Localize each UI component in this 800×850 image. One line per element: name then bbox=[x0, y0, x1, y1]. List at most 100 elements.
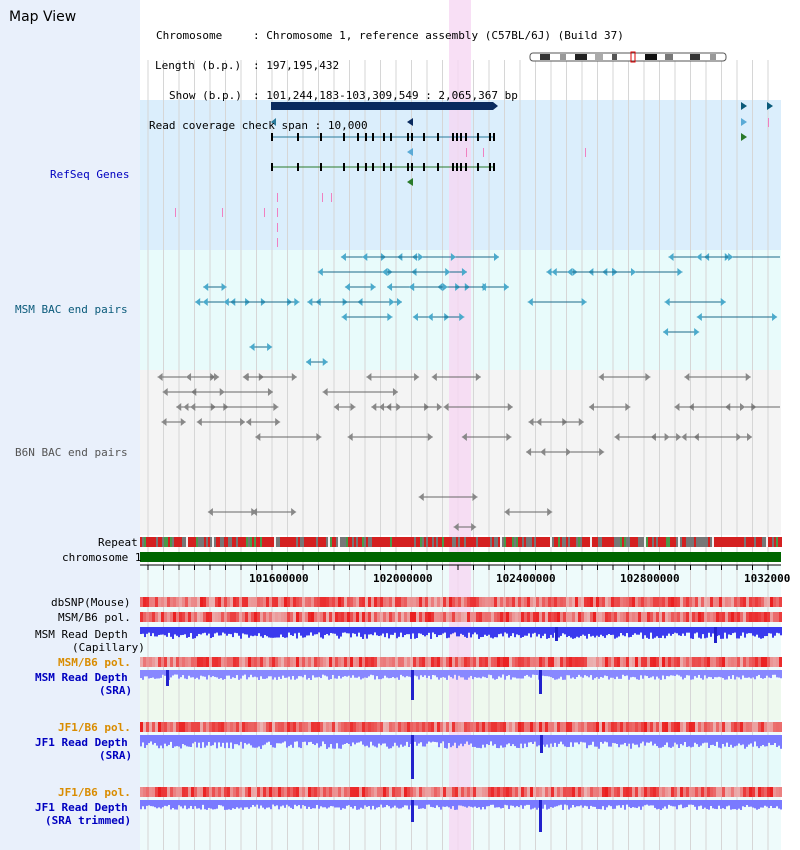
heat-cell bbox=[512, 722, 515, 732]
read-depth-bar bbox=[488, 627, 490, 635]
read-depth-bar bbox=[762, 800, 764, 808]
heat-cell bbox=[668, 722, 671, 732]
read-depth-bar bbox=[382, 670, 384, 679]
read-depth-bar bbox=[408, 670, 410, 677]
read-depth-bar bbox=[364, 800, 366, 806]
read-depth-bar bbox=[328, 800, 330, 808]
heat-cell bbox=[434, 722, 437, 732]
read-depth-bar bbox=[322, 735, 324, 742]
repeat-segment bbox=[156, 537, 158, 547]
read-depth-bar bbox=[658, 670, 660, 679]
heat-cell bbox=[371, 612, 374, 622]
repeat-segment bbox=[150, 537, 152, 547]
read-depth-bar bbox=[370, 735, 372, 742]
b6n-end-marker bbox=[506, 433, 512, 441]
heat-cell bbox=[587, 787, 590, 797]
read-depth-bar bbox=[516, 627, 518, 635]
heat-cell bbox=[353, 722, 356, 732]
bac-end-marker bbox=[459, 313, 465, 321]
read-depth-bar bbox=[358, 627, 360, 633]
read-depth-bar bbox=[310, 670, 312, 680]
b6n-end-marker bbox=[162, 388, 168, 396]
read-depth-bar bbox=[424, 735, 426, 747]
heat-cell bbox=[521, 597, 524, 607]
repeat-segment bbox=[754, 537, 756, 547]
repeat-segment bbox=[256, 537, 258, 547]
heat-cell bbox=[452, 787, 455, 797]
repeat-segment bbox=[666, 537, 668, 547]
heat-cell bbox=[605, 657, 608, 667]
read-depth-bar bbox=[708, 670, 710, 677]
read-depth-bar bbox=[354, 670, 356, 678]
heat-cell bbox=[152, 787, 155, 797]
read-depth-bar bbox=[570, 670, 572, 679]
heat-cell bbox=[287, 657, 290, 667]
heat-cell bbox=[326, 787, 329, 797]
heat-cell bbox=[368, 722, 371, 732]
read-depth-bar bbox=[578, 627, 580, 638]
b6n-end-marker bbox=[333, 403, 339, 411]
repeat-segment bbox=[190, 537, 192, 547]
read-depth-bar bbox=[754, 800, 756, 809]
read-depth-bar bbox=[704, 627, 706, 639]
read-depth-bar bbox=[230, 627, 232, 635]
read-depth-bar bbox=[390, 800, 392, 809]
heat-cell bbox=[209, 612, 212, 622]
heat-cell bbox=[239, 597, 242, 607]
heat-cell bbox=[155, 657, 158, 667]
repeat-segment bbox=[668, 537, 670, 547]
repeat-segment bbox=[740, 537, 742, 547]
heat-cell bbox=[767, 787, 770, 797]
read-depth-bar bbox=[594, 627, 596, 638]
ideogram-band bbox=[710, 54, 716, 60]
read-depth-bar bbox=[408, 735, 410, 748]
heat-cell bbox=[206, 722, 209, 732]
repeat-segment bbox=[728, 537, 730, 547]
read-depth-bar bbox=[690, 735, 692, 748]
heat-cell bbox=[431, 722, 434, 732]
read-depth-bar bbox=[256, 670, 258, 678]
heat-cell bbox=[644, 787, 647, 797]
heat-cell bbox=[662, 657, 665, 667]
repeat-segment bbox=[756, 537, 758, 547]
heat-cell bbox=[278, 722, 281, 732]
heat-cell bbox=[755, 722, 758, 732]
repeat-segment bbox=[434, 537, 436, 547]
heat-cell bbox=[464, 787, 467, 797]
read-depth-bar bbox=[536, 800, 538, 810]
read-depth-bar bbox=[604, 627, 606, 638]
read-depth-bar bbox=[512, 627, 514, 634]
heat-cell bbox=[200, 722, 203, 732]
read-depth-bar bbox=[448, 735, 450, 744]
read-depth-bar bbox=[382, 800, 384, 808]
read-depth-bar bbox=[754, 735, 756, 742]
read-depth-bar bbox=[664, 800, 666, 807]
read-depth-bar bbox=[580, 800, 582, 806]
read-depth-bar bbox=[684, 670, 686, 678]
heat-cell bbox=[200, 657, 203, 667]
heat-cell bbox=[170, 597, 173, 607]
repeat-segment bbox=[762, 537, 764, 547]
gene-exon bbox=[493, 133, 495, 141]
heat-cell bbox=[245, 787, 248, 797]
heat-cell bbox=[641, 657, 644, 667]
heat-cell bbox=[770, 722, 773, 732]
repeat-segment bbox=[504, 537, 506, 547]
read-depth-bar bbox=[292, 670, 294, 677]
heat-cell bbox=[548, 597, 551, 607]
heat-cell bbox=[260, 787, 263, 797]
read-depth-bar bbox=[586, 670, 588, 677]
heat-cell bbox=[521, 657, 524, 667]
heat-cell bbox=[497, 722, 500, 732]
read-depth-bar bbox=[558, 627, 560, 638]
read-depth-bar bbox=[600, 735, 602, 742]
heat-cell bbox=[182, 787, 185, 797]
read-depth-bar bbox=[576, 735, 578, 743]
read-depth-bar bbox=[648, 670, 650, 679]
heat-cell bbox=[674, 612, 677, 622]
read-depth-bar bbox=[684, 800, 686, 808]
heat-cell bbox=[551, 612, 554, 622]
heat-cell bbox=[284, 787, 287, 797]
read-depth-bar bbox=[330, 627, 332, 633]
